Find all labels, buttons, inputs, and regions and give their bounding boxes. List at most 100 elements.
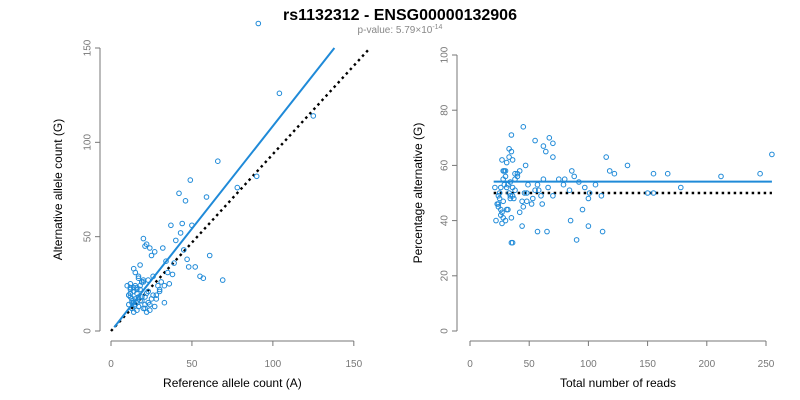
right-data-point: [514, 173, 521, 180]
right-y-tick-label: 20: [440, 270, 451, 282]
right-data-point: [538, 193, 544, 199]
right-data-point: [499, 157, 505, 163]
left-data-point: [215, 158, 221, 164]
right-data-point: [508, 215, 515, 221]
right-x-tick-label: 200: [698, 359, 715, 370]
right-data-point: [496, 190, 503, 196]
left-data-point: [177, 230, 184, 236]
left-data-point: [140, 235, 147, 242]
right-data-point: [611, 170, 618, 177]
left-data-point: [187, 177, 194, 183]
right-data-point: [540, 176, 547, 182]
left-data-point: [145, 299, 151, 306]
left-data-point: [166, 281, 173, 287]
right-data-point: [524, 190, 530, 196]
right-data-point: [521, 190, 528, 196]
left-data-point: [142, 243, 148, 249]
right-data-point: [511, 195, 517, 202]
right-data-point: [509, 193, 516, 199]
right-data-point: [678, 184, 684, 191]
left-data-point: [171, 260, 177, 266]
left-fit-line: [113, 47, 336, 328]
right-data-point: [499, 209, 505, 216]
right-data-point: [566, 187, 573, 193]
left-data-point: [161, 299, 168, 306]
left-data-point: [173, 237, 179, 244]
right-data-point: [524, 198, 530, 205]
left-data-point: [129, 305, 135, 312]
left-y-tick-label: 0: [83, 328, 94, 334]
left-data-point: [234, 184, 241, 191]
left-data-point: [189, 222, 195, 229]
left-data-point: [156, 286, 163, 293]
left-data-point: [219, 277, 226, 283]
left-data-point: [182, 198, 189, 204]
left-data-point: [137, 286, 143, 293]
right-data-point: [644, 190, 651, 196]
right-data-point: [540, 143, 547, 149]
right-data-point: [544, 228, 550, 235]
left-y-tick-label: 50: [83, 231, 94, 243]
right-data-point: [576, 179, 582, 185]
right-y-tick-label: 0: [440, 328, 451, 334]
right-data-point: [556, 176, 562, 182]
left-data-point: [206, 252, 213, 259]
left-data-point: [179, 220, 185, 227]
right-data-point: [507, 179, 514, 185]
left-data-point: [139, 298, 145, 304]
right-data-point: [550, 140, 556, 147]
right-data-point: [493, 217, 499, 224]
right-x-axis-label: Total number of reads: [560, 376, 676, 390]
right-data-point: [534, 181, 541, 188]
left-data-point: [127, 284, 134, 291]
right-points: [492, 124, 775, 246]
right-data-point: [550, 193, 556, 199]
right-y-tick-label: 80: [440, 104, 451, 116]
left-data-point: [168, 222, 174, 229]
left-data-point: [135, 273, 142, 280]
right-data-point: [505, 206, 511, 213]
right-data-point: [508, 148, 515, 155]
right-data-point: [606, 168, 613, 174]
right-data-point: [502, 168, 509, 174]
right-data-point: [539, 201, 546, 207]
right-data-point: [571, 173, 578, 180]
right-data-point: [500, 215, 507, 221]
right-data-point: [506, 154, 512, 160]
right-data-point: [650, 170, 657, 177]
left-y-tick-label: 100: [83, 134, 94, 151]
right-data-point: [507, 193, 514, 199]
right-x-tick-label: 250: [758, 359, 775, 370]
left-x-tick-label: 50: [186, 359, 198, 370]
left-data-point: [153, 296, 160, 302]
right-data-point: [543, 148, 549, 155]
left-data-point: [134, 290, 140, 297]
left-data-point: [139, 279, 145, 285]
right-data-point: [757, 170, 763, 177]
left-lines: [110, 47, 371, 332]
right-data-point: [509, 157, 516, 163]
left-data-point: [156, 288, 163, 295]
right-data-point: [550, 154, 556, 160]
right-data-point: [528, 201, 535, 207]
left-data-point: [310, 113, 317, 119]
allele-count-scatter: 0 50 100 150 0 50 100 150 Reference allele coun…: [51, 20, 371, 390]
right-data-point: [560, 181, 567, 188]
right-data-point: [586, 190, 593, 196]
right-y-tick-label: 40: [440, 215, 451, 227]
left-x-axis-label: Reference allele count (A): [163, 376, 302, 390]
right-data-point: [579, 206, 586, 213]
left-data-point: [185, 264, 192, 270]
right-data-point: [546, 135, 553, 141]
left-data-point: [142, 305, 148, 312]
p-value-text: p-value: 5.79×10: [358, 25, 433, 36]
right-data-point: [503, 159, 510, 166]
left-data-point: [151, 249, 158, 255]
right-data-point: [500, 176, 507, 182]
right-data-point: [519, 223, 525, 229]
left-x-tick-label: 150: [345, 359, 362, 370]
left-data-point: [181, 247, 187, 253]
right-data-point: [592, 181, 599, 188]
p-value-label: p-value: 5.79×10-14: [358, 24, 443, 36]
